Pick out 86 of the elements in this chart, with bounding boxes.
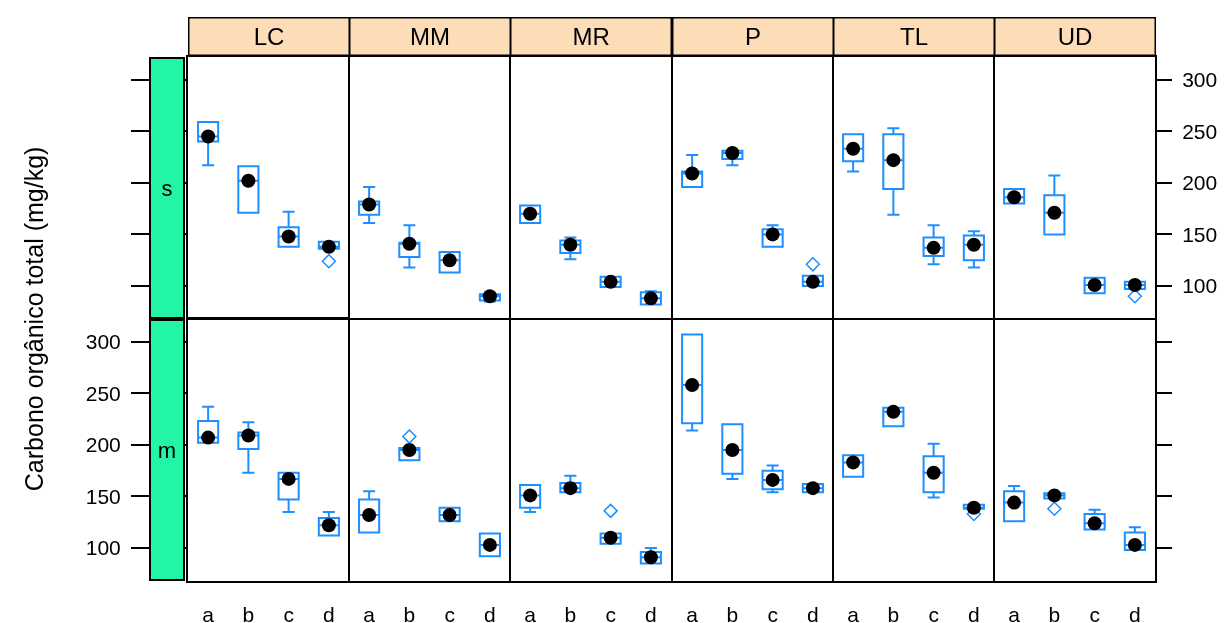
point [644,291,659,306]
point [563,237,578,252]
point [684,378,699,393]
chart-title: P [744,23,761,50]
x-tick-label: b [726,603,738,623]
x-tick-label: c [928,603,939,623]
chart-title: MM [410,23,451,50]
point [604,530,619,545]
point [241,173,256,188]
x-tick-label: c [1089,603,1100,623]
y-tick-label: 150 [1182,222,1218,246]
point [724,443,739,457]
point [321,518,336,533]
y-axis-title: s [161,175,173,201]
x-tick-label: a [685,603,698,623]
point [886,404,901,419]
y-tick-label: 300 [85,330,121,354]
point [563,481,578,496]
point [1047,488,1062,503]
x-tick-label: b [1048,603,1061,623]
x-tick-label: c [444,603,456,623]
x-tick-label: a [202,603,215,623]
x-tick-label: d [484,603,496,623]
point [926,240,941,255]
point [724,145,739,160]
x-tick-label: a [1008,603,1021,623]
point [644,550,659,565]
y-tick-label: 100 [85,536,121,560]
point [805,481,820,496]
point [241,428,256,443]
x-tick-label: d [323,603,335,623]
x-tick-label: c [605,603,617,623]
x-tick-label: a [363,603,376,623]
point [886,153,901,168]
x-tick-label: a [524,603,537,623]
point [1047,205,1062,220]
point [845,455,860,470]
x-tick-label: b [564,603,577,623]
chart-title: UD [1057,23,1093,50]
point [402,236,417,251]
y-tick-label: 300 [1182,68,1218,92]
chart-title: MR [572,23,611,50]
point [483,289,498,304]
y-tick-label: 200 [85,433,121,457]
chart-title: TL [899,23,928,50]
point [281,471,296,486]
point [805,274,820,289]
point [845,141,860,156]
point [1007,190,1022,205]
x-tick-label: a [847,603,860,623]
point [362,197,377,212]
point [765,472,780,487]
y-tick-label: 150 [85,484,121,508]
point [1127,537,1142,552]
point [966,237,981,252]
point [1087,516,1102,531]
x-tick-label: d [967,603,980,623]
point [1127,277,1142,292]
x-tick-label: b [242,603,255,623]
point [966,500,981,515]
y-tick-label: 250 [1182,119,1218,143]
y-axis-title: m [157,437,177,463]
point [442,253,457,268]
x-tick-label: c [283,603,294,623]
point [1087,277,1102,292]
x-tick-label: b [887,603,900,623]
y-tick-label: 200 [1182,171,1218,195]
point [684,166,699,181]
point [201,430,216,445]
chart-title: LC [253,23,285,50]
point [926,465,941,480]
point [1007,495,1022,510]
y-tick-label: 100 [1182,274,1218,298]
x-tick-label: d [645,603,658,623]
x-tick-label: d [806,603,819,623]
point [321,239,336,254]
text: Carbono orgânico total (mg/kg) [20,146,49,492]
x-tick-label: b [403,603,416,623]
point [765,227,780,242]
x-tick-label: c [766,603,778,623]
point [201,129,216,144]
point [523,488,538,503]
point [604,274,619,289]
x-tick-label: d [1129,603,1141,623]
y-tick-label: 250 [85,381,121,405]
point [281,229,296,244]
